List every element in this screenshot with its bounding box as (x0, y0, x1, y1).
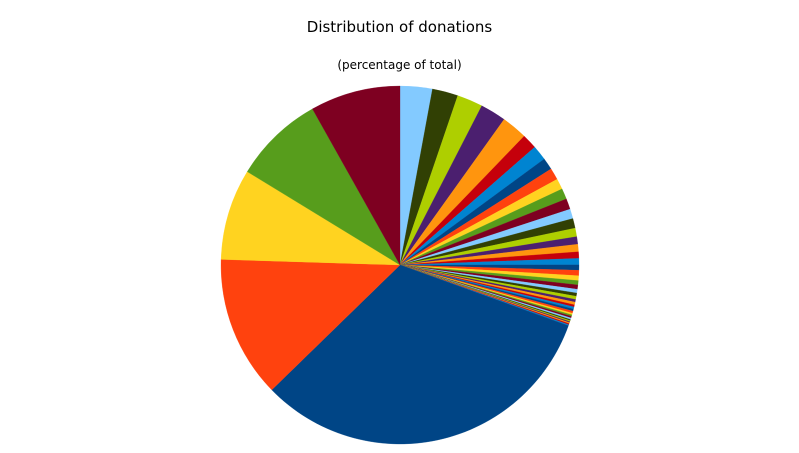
pie-slice-45 (220, 259, 401, 391)
chart-title: Distribution of donations (306, 18, 493, 36)
pie-slice-44 (271, 264, 569, 445)
pie-slice-47 (247, 108, 401, 266)
pie-slices (220, 85, 580, 445)
pie-slice-46 (220, 171, 401, 266)
chart-subtitle: (percentage of total) (337, 58, 462, 72)
pie-slice-48 (312, 85, 401, 266)
